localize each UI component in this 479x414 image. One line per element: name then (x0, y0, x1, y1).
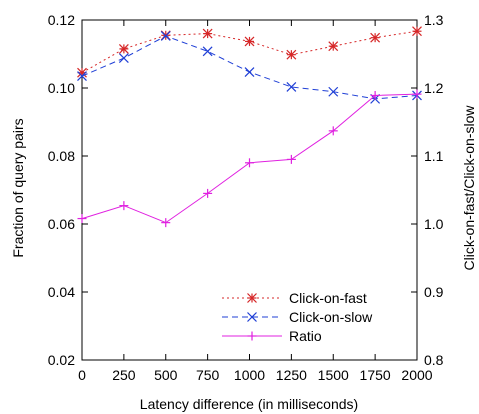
legend-label-ratio: Ratio (289, 328, 322, 344)
data-point-click-on-fast (119, 44, 128, 53)
data-point-ratio (119, 201, 128, 210)
data-point-click-on-fast (245, 37, 254, 46)
y-axis-label: Fraction of query pairs (10, 118, 26, 257)
x-tick-label: 1500 (318, 367, 349, 383)
series-group (78, 27, 422, 227)
data-point-ratio (203, 189, 212, 198)
y2-tick-label: 1.0 (424, 216, 444, 232)
data-point-click-on-slow (245, 68, 254, 77)
y2-tick-label: 0.9 (424, 284, 444, 300)
x-tick-label: 1250 (276, 367, 307, 383)
legend: Click-on-fast Click-on-slow Ratio (222, 290, 373, 344)
y2-tick-label: 1.2 (424, 80, 444, 96)
x-tick-label: 500 (154, 367, 178, 383)
y-tick-label: 0.04 (48, 284, 75, 300)
data-point-ratio (413, 90, 422, 99)
data-point-click-on-fast (329, 42, 338, 51)
x-axis-label: Latency difference (in milliseconds) (140, 396, 358, 412)
y2-tick-label: 1.3 (424, 12, 444, 28)
x-tick-label: 0 (78, 367, 86, 383)
y-tick-label: 0.12 (48, 12, 75, 28)
y-tick-label: 0.10 (48, 80, 75, 96)
data-point-ratio (245, 158, 254, 167)
y2-tick-label: 1.1 (424, 148, 444, 164)
data-point-click-on-slow (119, 54, 128, 63)
data-point-click-on-fast (287, 50, 296, 59)
legend-marker-ratio (248, 332, 257, 341)
legend-label-click-on-fast: Click-on-fast (289, 290, 367, 306)
data-point-click-on-fast (413, 27, 422, 36)
y-tick-label: 0.02 (48, 352, 75, 368)
y-tick-label: 0.08 (48, 148, 75, 164)
data-point-ratio (161, 218, 170, 227)
data-point-ratio (287, 155, 296, 164)
x-tick-label: 750 (196, 367, 220, 383)
y-tick-label: 0.06 (48, 216, 75, 232)
x-tick-label: 250 (112, 367, 136, 383)
data-point-click-on-slow (203, 47, 212, 56)
y2-tick-label: 0.8 (424, 352, 444, 368)
x-tick-label: 1000 (234, 367, 265, 383)
data-point-ratio (78, 214, 87, 223)
data-point-click-on-fast (203, 29, 212, 38)
x-tick-label: 1750 (360, 367, 391, 383)
legend-label-click-on-slow: Click-on-slow (289, 309, 373, 325)
y2-axis-label: Click-on-fast/Click-on-slow (461, 105, 477, 271)
data-point-click-on-fast (371, 33, 380, 42)
legend-marker-click-on-fast (248, 294, 257, 303)
x-tick-label: 2000 (401, 367, 432, 383)
